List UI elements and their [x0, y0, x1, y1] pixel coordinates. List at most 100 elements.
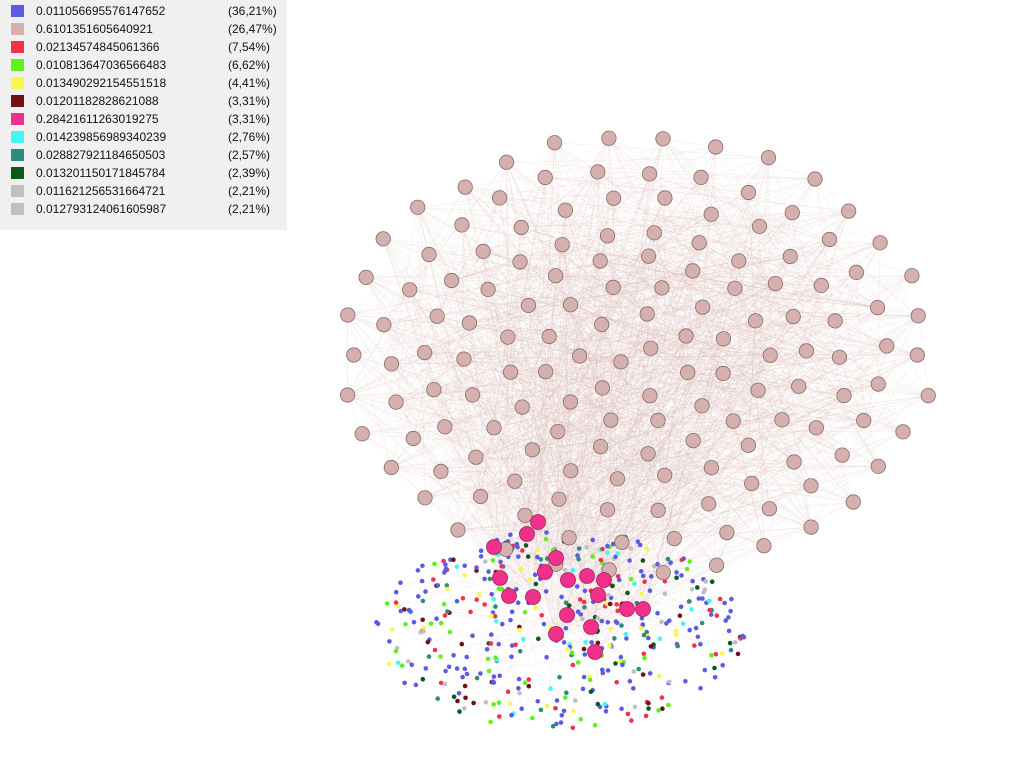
graph-edge [514, 419, 612, 482]
graph-edge [565, 210, 608, 510]
small-node [575, 553, 580, 558]
graph-edge [561, 244, 571, 305]
graph-edge [505, 526, 812, 550]
graph-edge [613, 260, 739, 288]
graph-edge [545, 177, 849, 212]
graph-edge [475, 361, 622, 458]
graph-edge [413, 350, 807, 439]
graph-edge [738, 260, 857, 273]
small-node [460, 596, 466, 601]
graph-edge [545, 177, 783, 420]
graph-edge [607, 483, 752, 511]
graph-edge [365, 277, 596, 653]
graph-edge [621, 420, 864, 543]
graph-edge [391, 363, 546, 573]
graph-edge [829, 239, 919, 316]
graph-edge [347, 177, 546, 396]
graph-edge [566, 192, 749, 616]
graph-edge [510, 357, 840, 373]
big-node [550, 423, 566, 440]
graph-edge [526, 533, 609, 596]
small-node [520, 548, 525, 553]
graph-edge [657, 239, 830, 511]
graph-edge [480, 355, 580, 497]
small-node [393, 589, 399, 595]
graph-edge [347, 394, 506, 550]
graph-edge [579, 355, 610, 570]
big-node [693, 169, 709, 185]
small-node [655, 561, 660, 567]
graph-edge [480, 275, 913, 497]
small-node [482, 576, 487, 582]
graph-edge [493, 227, 522, 548]
small-node [692, 643, 697, 648]
graph-edge [686, 285, 822, 337]
small-node [402, 607, 407, 612]
graph-edge [347, 394, 495, 428]
small-node [403, 622, 408, 627]
graph-edge [436, 251, 484, 317]
small-node [491, 702, 497, 707]
graph-edge [856, 272, 864, 421]
graph-edge [409, 289, 495, 428]
graph-edge [483, 251, 649, 257]
graph-edge [557, 431, 560, 500]
big-node [433, 463, 449, 479]
graph-edge [648, 255, 840, 358]
graph-edge [613, 287, 735, 289]
big-node [376, 317, 392, 333]
graph-edge [457, 198, 614, 531]
graph-edge [537, 235, 608, 523]
graph-edge [554, 142, 599, 596]
graph-edge [664, 475, 854, 503]
graph-edge [524, 395, 845, 516]
small-node [660, 706, 665, 711]
graph-edge [417, 207, 688, 373]
small-node [486, 569, 491, 574]
small-node [580, 686, 586, 692]
big-node [725, 413, 741, 429]
graph-edge [567, 242, 881, 581]
small-node [536, 636, 541, 642]
graph-edge [382, 238, 438, 317]
graph-edge [570, 320, 836, 472]
graph-edge [532, 275, 556, 598]
graph-edge [700, 177, 760, 227]
graph-edge [508, 157, 769, 597]
graph-edge [514, 288, 736, 482]
graph-edge [391, 467, 539, 523]
graph-edge [440, 244, 563, 472]
graph-edge [524, 235, 608, 516]
graph-edge [568, 335, 687, 538]
small-node [442, 613, 448, 618]
big-node [599, 228, 616, 244]
graph-edge [469, 322, 501, 579]
graph-edge [821, 285, 879, 385]
graph-edge [493, 177, 702, 428]
graph-edge [383, 324, 570, 538]
graph-edge [522, 242, 881, 408]
big-node [646, 225, 662, 241]
graph-edge [461, 224, 465, 360]
graph-edge [424, 497, 495, 548]
big-node [640, 446, 656, 462]
graph-edge [463, 305, 529, 360]
small-node [428, 621, 434, 626]
graph-edge [413, 438, 510, 597]
small-node [616, 577, 622, 583]
graph-edge [434, 633, 557, 651]
big-node [895, 424, 911, 440]
big-node [520, 297, 537, 313]
graph-edge [475, 401, 571, 458]
graph-edge [428, 254, 601, 447]
graph-edge [499, 577, 585, 608]
graph-edge [620, 338, 724, 363]
small-node [543, 536, 549, 542]
small-node [647, 588, 653, 593]
legend-item: 0.013490292154551518 (4,41%) [0, 74, 287, 92]
legend-label: 0.014239856989340239 [36, 130, 167, 144]
graph-edge [424, 272, 857, 499]
graph-edge [457, 446, 601, 531]
small-node [543, 589, 549, 594]
graph-edge [674, 526, 812, 539]
